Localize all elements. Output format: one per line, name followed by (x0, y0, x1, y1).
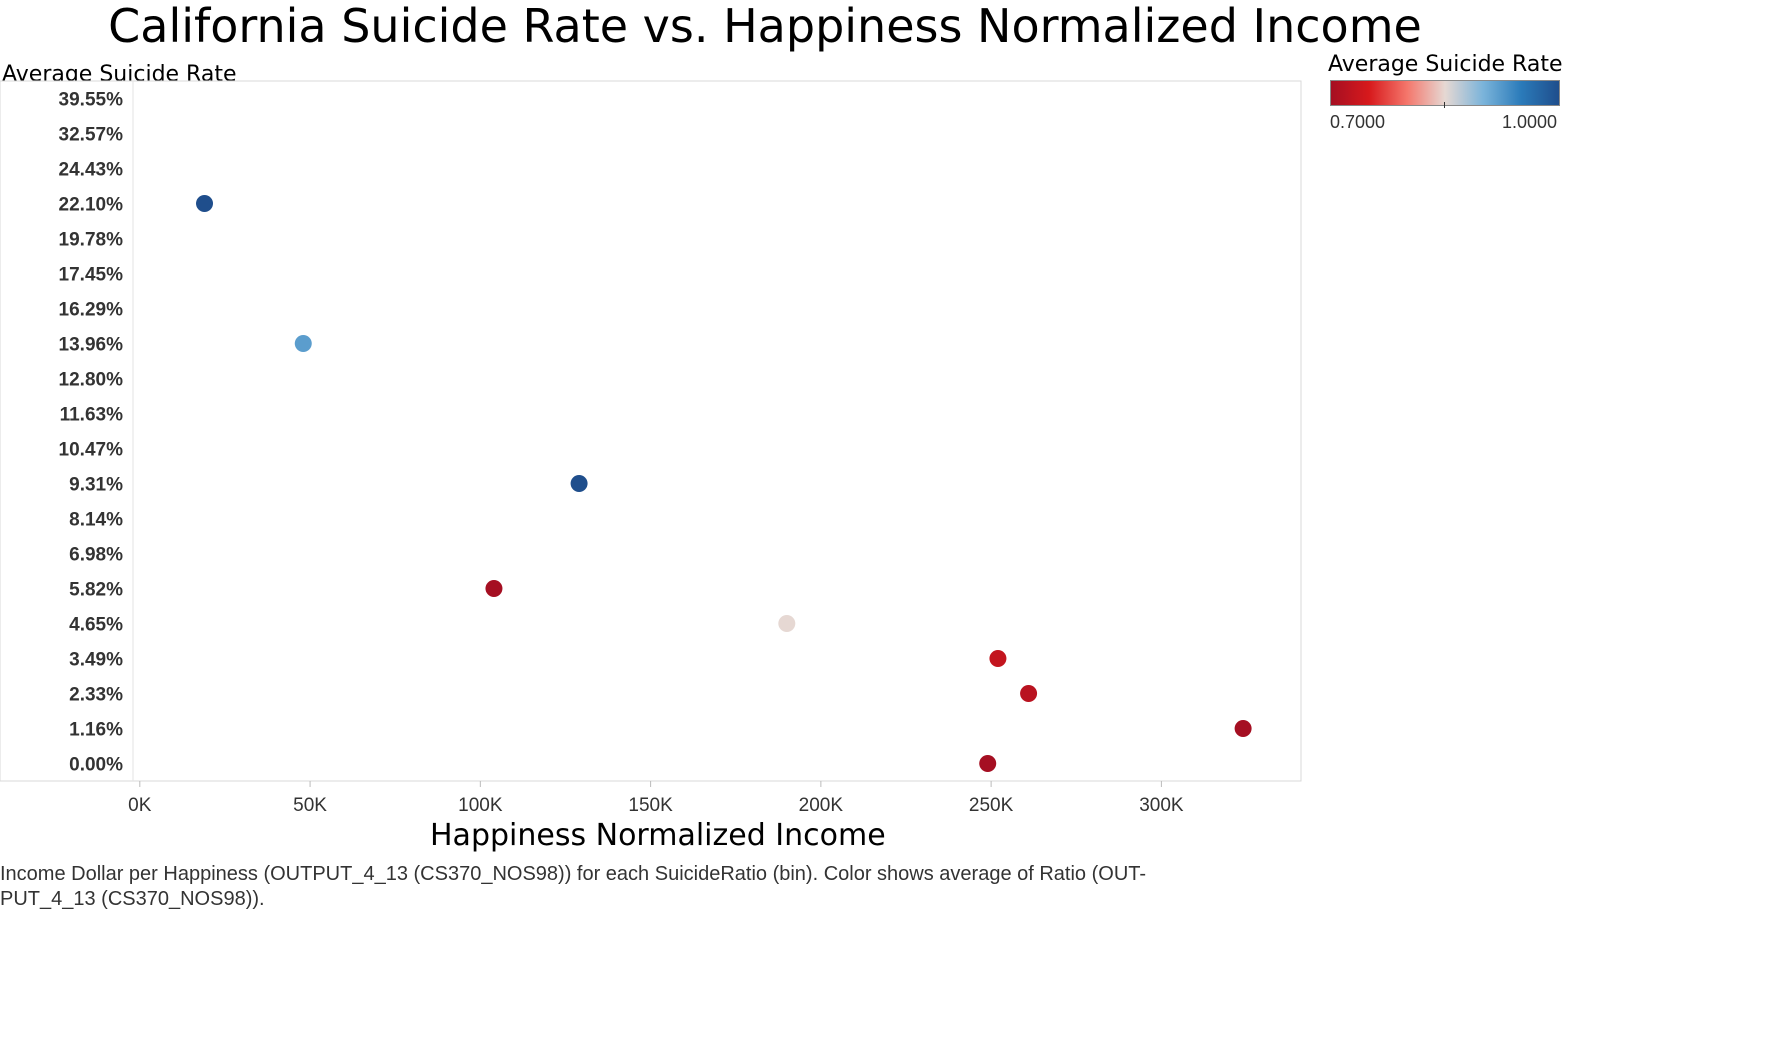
y-tick-label: 22.10% (59, 195, 124, 216)
y-tick-label: 39.55% (59, 90, 124, 111)
chart-title: California Suicide Rate vs. Happiness No… (108, 0, 1422, 53)
data-point (196, 195, 214, 212)
data-point (1020, 685, 1038, 702)
plot-area (0, 80, 1302, 782)
y-tick-label: 11.63% (60, 405, 123, 426)
y-tick-label: 24.43% (59, 160, 124, 181)
y-tick-label: 8.14% (69, 510, 123, 531)
legend-min-label: 0.7000 (1330, 112, 1386, 132)
y-tick-label: 32.57% (59, 125, 124, 146)
y-tick-label: 2.33% (69, 685, 123, 706)
x-tick-label: 250K (969, 795, 1014, 816)
y-tick-label: 4.65% (69, 615, 123, 636)
x-tick-label: 100K (458, 795, 503, 816)
y-tick-label: 1.16% (69, 720, 123, 741)
data-point (485, 580, 503, 597)
y-tick-label: 13.96% (59, 335, 124, 356)
data-point (778, 615, 796, 632)
y-tick-label: 12.80% (59, 370, 124, 391)
legend-title: Average Suicide Rate (1328, 52, 1563, 77)
data-point (294, 335, 312, 352)
x-tick-label: 0K (128, 795, 152, 816)
x-axis-title: Happiness Normalized Income (430, 818, 886, 853)
x-tick-label: 200K (799, 795, 844, 816)
y-tick-label: 5.82% (69, 580, 123, 601)
x-tick-labels: 0K 50K 100K 150K 200K 250K 300K (128, 781, 1184, 816)
data-point (979, 755, 997, 772)
data-point (989, 650, 1007, 667)
y-tick-labels: 0.00% 1.16% 2.33% 3.49% 4.65% 5.82% 6.98% 8.14%… (59, 90, 124, 776)
y-tick-label: 3.49% (69, 650, 123, 671)
y-tick-label: 10.47% (59, 440, 124, 461)
x-tick-label: 300K (1139, 795, 1184, 816)
y-tick-label: 19.78% (59, 230, 124, 251)
x-tick-label: 50K (293, 795, 327, 816)
legend-tick (1444, 102, 1445, 108)
legend-max-label: 1.0000 (1502, 112, 1558, 132)
y-tick-label: 6.98% (69, 545, 123, 566)
y-tick-label: 9.31% (69, 475, 123, 496)
data-point (1234, 720, 1252, 737)
chart-caption: Income Dollar per Happiness (OUTPUT_4_13… (0, 863, 1147, 910)
y-tick-label: 16.29% (59, 300, 124, 321)
legend-color-ramp (1330, 80, 1560, 106)
y-tick-label: 0.00% (69, 755, 123, 776)
x-tick-label: 150K (628, 795, 673, 816)
data-point (570, 475, 588, 492)
data-points (196, 195, 1252, 772)
y-tick-label: 17.45% (59, 265, 124, 286)
